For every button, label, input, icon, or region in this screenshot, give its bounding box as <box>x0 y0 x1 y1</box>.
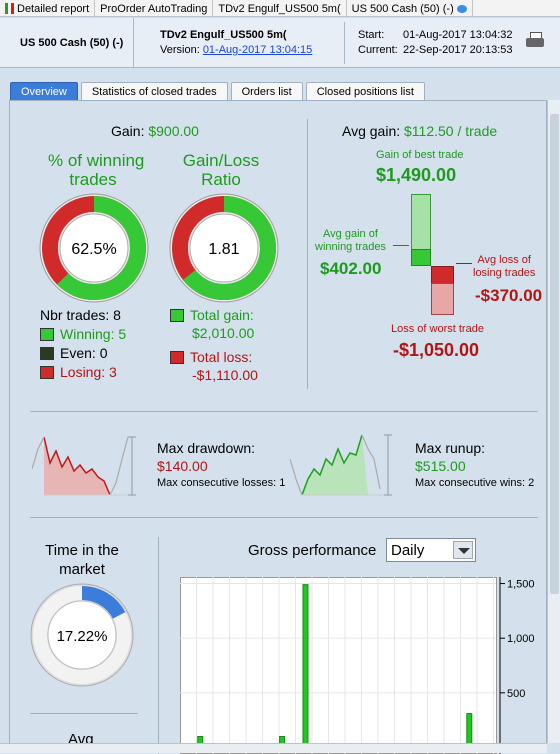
horizontal-scrollbar[interactable] <box>0 743 547 753</box>
section-divider-2 <box>158 537 159 754</box>
version-link[interactable]: 01-Aug-2017 13:04:15 <box>202 44 313 56</box>
losing-swatch <box>40 366 54 379</box>
worst-trade-bar <box>431 283 454 315</box>
strategy-info: TDv2 Engulf_US500 5m( Version: 01-Aug-20… <box>160 28 312 58</box>
window-tab-instrument[interactable]: US 500 Cash (50) (-) <box>347 0 473 17</box>
gain-loss-ratio-title: Gain/Loss Ratio <box>182 151 260 189</box>
report-tabs: Overview Statistics of closed trades Ord… <box>10 82 428 100</box>
report-header: US 500 Cash (50) (-) TDv2 Engulf_US500 5… <box>0 18 560 68</box>
window-tab-strip: Detailed report ProOrder AutoTrading TDv… <box>0 0 560 17</box>
instrument-name: US 500 Cash (50) (-) <box>0 18 134 68</box>
window-tab-strategy[interactable]: TDv2 Engulf_US500 5m( <box>213 0 347 17</box>
tab-overview[interactable]: Overview <box>10 82 78 100</box>
gross-performance-title: Gross performance <box>248 542 377 559</box>
avg-gain-value: $112.50 / trade <box>404 123 498 139</box>
avg-gain-label: Avg gain: <box>342 123 401 139</box>
max-runup-label: Max runup: <box>415 440 486 456</box>
header-divider <box>344 22 345 64</box>
period-select-value: Daily <box>391 542 425 559</box>
tab-statistics-closed-trades[interactable]: Statistics of closed trades <box>80 82 228 100</box>
avg-loss-value: -$370.00 <box>475 286 543 305</box>
best-trade-bar <box>411 194 431 250</box>
time-in-market-value: 17.22% <box>57 628 108 645</box>
avg-loss-arrow <box>456 263 472 264</box>
y-tick-label: 1,500 <box>507 579 535 591</box>
row-divider-3 <box>30 713 138 714</box>
gain-value: $900.00 <box>148 123 199 139</box>
gain-summary: Gain: $900.00 <box>111 123 199 139</box>
chat-bubble-icon[interactable] <box>456 4 467 13</box>
avg-loss-bar <box>431 266 454 284</box>
row-divider-2 <box>30 517 538 518</box>
strategy-name: TDv2 Engulf_US500 5m( <box>160 29 287 41</box>
max-consecutive-losses: Max consecutive losses: 1 <box>157 477 286 489</box>
y-tick-label: 500 <box>507 688 525 700</box>
tab-orders-list[interactable]: Orders list <box>230 82 303 100</box>
chart-bar <box>302 584 309 748</box>
winning-pct-title: % of winning trades <box>48 151 145 189</box>
donut-gain-segment <box>172 196 276 300</box>
printer-icon[interactable] <box>526 32 544 50</box>
vertical-scroll-thumb[interactable] <box>550 114 559 594</box>
total-loss-value: -$1,110.00 <box>192 367 258 383</box>
winning-pct-donut: 62.5% <box>39 193 149 303</box>
winning-count: Winning: 5 <box>60 326 127 342</box>
avg-win-value: $402.00 <box>320 259 382 278</box>
avg-win-label: Avg gain of winning trades <box>315 228 386 253</box>
best-trade-label: Gain of best trade <box>376 149 464 161</box>
time-in-market-donut: 17.22% <box>30 583 134 687</box>
max-drawdown-value: $140.00 <box>157 458 208 474</box>
avg-win-arrow <box>393 245 409 246</box>
trade-counts: Nbr trades: 8 Winning: 5 Even: 0 Losing:… <box>40 306 126 382</box>
time-in-market-segment <box>33 586 131 684</box>
drawdown-chart <box>32 436 136 496</box>
chevron-down-icon[interactable] <box>453 541 473 559</box>
time-in-market-title: Time in the market <box>45 542 119 578</box>
start-label: Start: <box>358 29 385 41</box>
avg-gain-summary: Avg gain: $112.50 / trade <box>342 123 497 139</box>
runup-chart <box>289 434 392 496</box>
window-tab-proorder[interactable]: ProOrder AutoTrading <box>95 0 214 17</box>
gain-label: Gain: <box>111 123 145 139</box>
vertical-scrollbar[interactable] <box>547 100 560 743</box>
section-divider <box>307 119 308 389</box>
total-gain-swatch <box>170 309 184 322</box>
worst-trade-label: Loss of worst trade <box>391 323 484 335</box>
donut-winning-segment <box>42 196 146 300</box>
totals: Total gain: $2,010.00 Total loss: -$1,11… <box>170 306 258 384</box>
even-count: Even: 0 <box>60 345 108 361</box>
candlestick-icon <box>5 3 14 14</box>
current-value: 22-Sep-2017 20:13:53 <box>403 44 513 56</box>
winning-pct-value: 62.5% <box>71 241 116 258</box>
gain-loss-ratio-donut: 1.81 <box>169 193 279 303</box>
total-loss-label: Total loss: <box>190 349 253 365</box>
max-drawdown-label: Max drawdown: <box>157 440 256 456</box>
window-tab-detailed-report[interactable]: Detailed report <box>0 0 96 17</box>
even-swatch <box>40 347 54 360</box>
row-divider-1 <box>30 411 538 412</box>
version-label: Version: <box>160 44 200 56</box>
total-gain-label: Total gain: <box>190 307 254 323</box>
start-value: 01-Aug-2017 13:04:32 <box>403 29 513 41</box>
worst-trade-value: -$1,050.00 <box>393 340 480 360</box>
max-consecutive-wins: Max consecutive wins: 2 <box>415 477 535 489</box>
avg-win-bar <box>411 249 431 266</box>
gain-loss-ratio-value: 1.81 <box>208 241 239 258</box>
overview-panel: Gain: $900.00 % of winning trades Gain/Lo… <box>9 100 547 754</box>
avg-loss-label: Avg loss of losing trades <box>473 254 536 279</box>
tab-closed-positions-list[interactable]: Closed positions list <box>305 82 425 100</box>
y-tick-label: 1,000 <box>507 633 535 645</box>
best-trade-value: $1,490.00 <box>376 165 457 185</box>
total-gain-value: $2,010.00 <box>192 325 255 341</box>
max-runup-value: $515.00 <box>415 458 466 474</box>
losing-count: Losing: 3 <box>60 364 117 380</box>
nbr-trades: Nbr trades: 8 <box>40 307 121 323</box>
total-loss-swatch <box>170 351 184 364</box>
date-info: Start: 01-Aug-2017 13:04:32 Current: 22-Se… <box>358 28 512 58</box>
current-label: Current: <box>358 44 398 56</box>
period-select[interactable]: Daily <box>386 538 476 562</box>
winning-swatch <box>40 328 54 341</box>
